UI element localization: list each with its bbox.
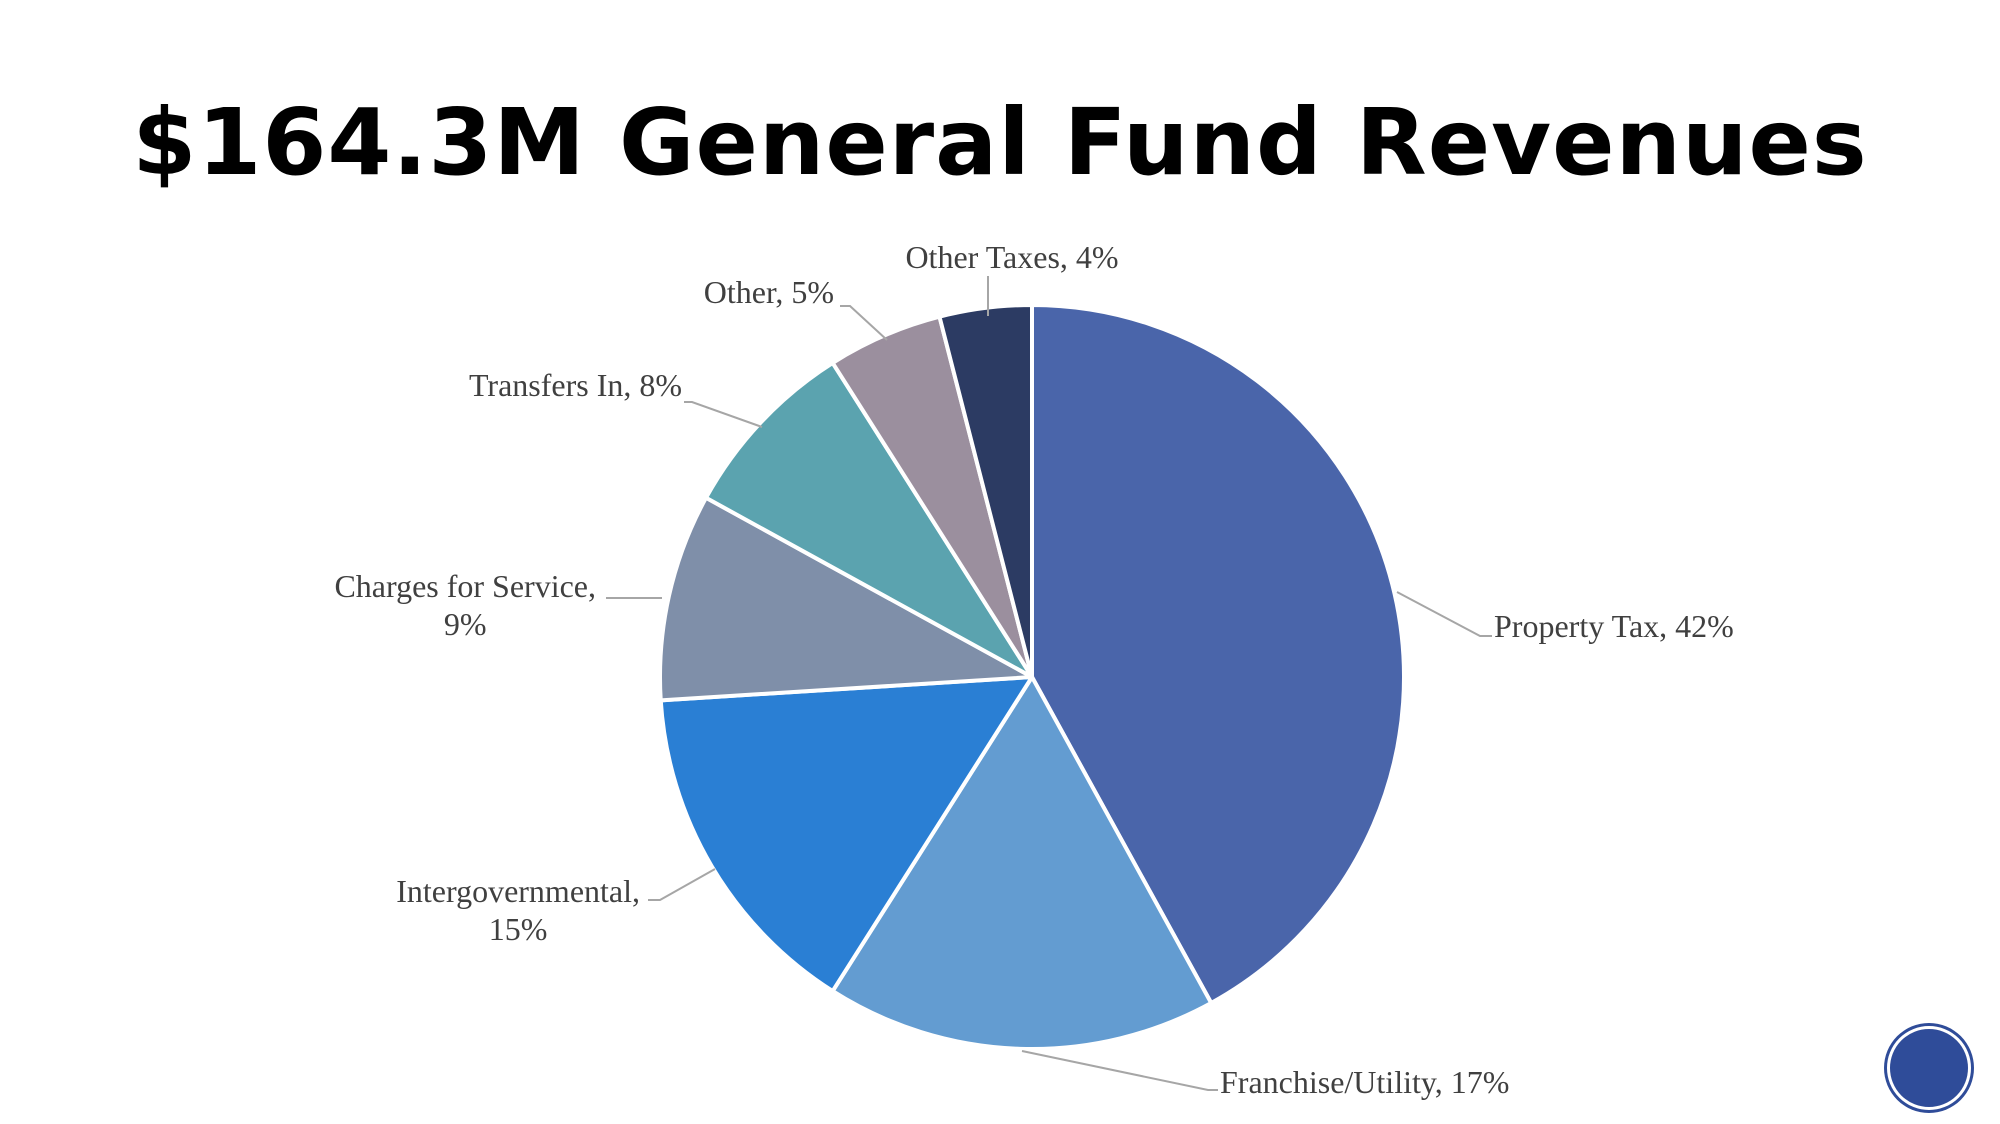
slice-label-5: Other, 5%	[704, 274, 834, 310]
slice-label-1: Franchise/Utility, 17%	[1220, 1064, 1509, 1100]
slice-label-1-line-0: Franchise/Utility, 17%	[1220, 1064, 1509, 1100]
slice-label-2: Intergovernmental, 15%	[396, 873, 640, 947]
leader-line-2	[648, 868, 716, 901]
pie-slice-2	[658, 675, 1034, 994]
pie-slice-1	[830, 675, 1214, 1051]
pie-slice-4	[704, 360, 1034, 679]
slice-label-4: Transfers In, 8%	[469, 367, 682, 403]
slice-label-6: Other Taxes, 4%	[905, 239, 1118, 275]
slice-label-5-line-0: Other, 5%	[704, 274, 834, 310]
slice-label-3-line-0: Charges for Service,	[334, 568, 596, 604]
leader-line-5	[840, 305, 888, 341]
pie-slice-3	[658, 495, 1034, 703]
slice-label-6-line-0: Other Taxes, 4%	[905, 239, 1118, 275]
leader-line-0	[1396, 591, 1492, 637]
pie-slice-6	[937, 303, 1034, 679]
slice-label-4-line-0: Transfers In, 8%	[469, 367, 682, 403]
slice-label-3: Charges for Service, 9%	[334, 568, 596, 642]
chart-title: $164.3M General Fund Revenues	[132, 89, 1868, 196]
slice-label-3-line-1: 9%	[444, 606, 487, 642]
slice-label-2-line-0: Intergovernmental,	[396, 873, 640, 909]
slice-label-0: Property Tax, 42%	[1494, 608, 1734, 644]
slice-label-0-line-0: Property Tax, 42%	[1494, 608, 1734, 644]
city-seal-icon	[1887, 1026, 1971, 1110]
leader-line-1	[1021, 1050, 1218, 1091]
pie-slice-0	[1030, 303, 1407, 1005]
slice-label-2-line-1: 15%	[489, 911, 548, 947]
leader-line-4	[684, 401, 763, 428]
